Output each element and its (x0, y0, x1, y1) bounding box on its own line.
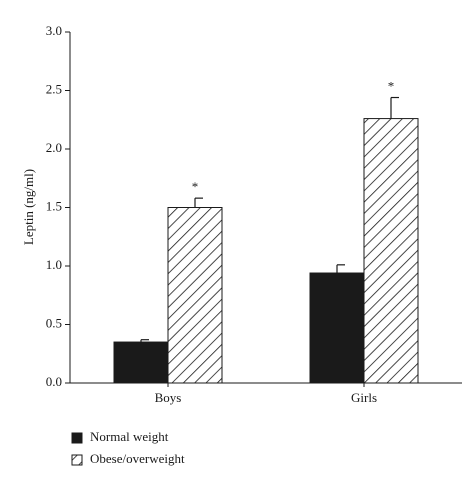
y-tick-label: 0.0 (46, 374, 62, 389)
legend-swatch (71, 454, 83, 466)
y-axis-label: Leptin (ng/ml) (21, 169, 36, 245)
error-bar (390, 96, 399, 119)
bar (167, 207, 223, 384)
legend-swatch (71, 432, 83, 444)
y-tick-label: 1.0 (46, 257, 62, 272)
error-bar (140, 339, 149, 343)
x-tick-label: Girls (351, 390, 377, 405)
x-tick-label: Boys (155, 390, 182, 405)
legend-label: Normal weight (90, 429, 169, 444)
y-tick-label: 1.5 (46, 198, 62, 213)
bar (309, 272, 365, 384)
y-tick-label: 2.5 (46, 81, 62, 96)
annotation: * (388, 79, 395, 94)
y-tick-label: 0.5 (46, 315, 62, 330)
error-bar (336, 264, 345, 274)
bar (363, 118, 419, 384)
y-tick-label: 2.0 (46, 140, 62, 155)
legend-label: Obese/overweight (90, 451, 185, 466)
error-bar (194, 197, 203, 208)
bar (113, 341, 169, 384)
y-tick-label: 3.0 (46, 23, 62, 38)
annotation: * (192, 179, 199, 194)
